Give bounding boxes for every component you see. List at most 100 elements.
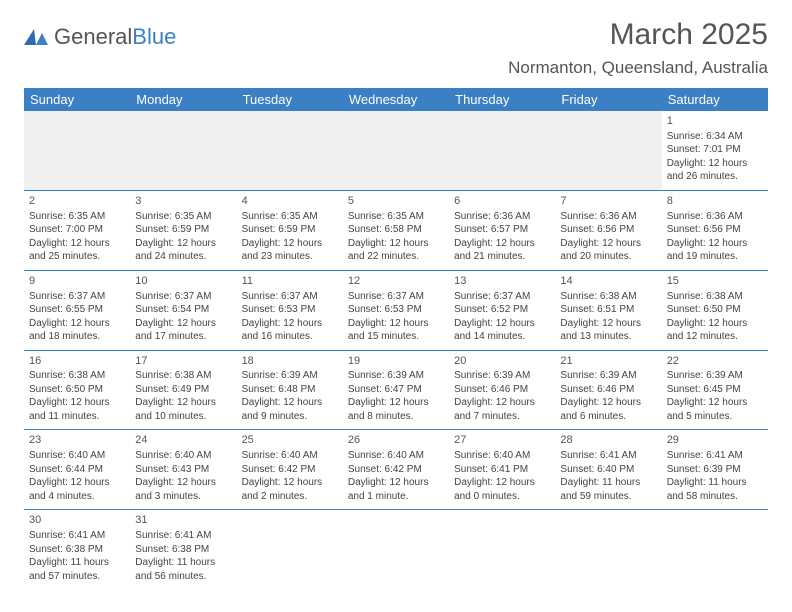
day-cell [130,111,236,190]
day-number: 2 [29,194,125,209]
cell-line: Sunset: 6:39 PM [667,463,763,477]
cell-line: and 8 minutes. [348,410,444,424]
cell-line: and 23 minutes. [242,250,338,264]
day-number: 4 [242,194,338,209]
cell-line: Sunrise: 6:34 AM [667,130,763,144]
cell-line: and 57 minutes. [29,570,125,584]
day-number: 11 [242,274,338,289]
day-cell: 5Sunrise: 6:35 AMSunset: 6:58 PMDaylight… [343,190,449,270]
day-number: 1 [667,114,763,129]
day-cell: 13Sunrise: 6:37 AMSunset: 6:52 PMDayligh… [449,270,555,350]
cell-line: and 10 minutes. [135,410,231,424]
day-number: 30 [29,513,125,528]
cell-line: Sunset: 6:44 PM [29,463,125,477]
week-row: 23Sunrise: 6:40 AMSunset: 6:44 PMDayligh… [24,430,768,510]
cell-line: Sunrise: 6:41 AM [29,529,125,543]
cell-line: Sunrise: 6:39 AM [242,369,338,383]
day-number: 23 [29,433,125,448]
cell-line: Sunrise: 6:40 AM [135,449,231,463]
cell-line: and 11 minutes. [29,410,125,424]
day-cell [449,111,555,190]
day-number: 29 [667,433,763,448]
day-cell [237,111,343,190]
cell-line: and 24 minutes. [135,250,231,264]
cell-line: Sunrise: 6:35 AM [135,210,231,224]
cell-line: Sunset: 6:47 PM [348,383,444,397]
cell-line: Sunset: 6:40 PM [560,463,656,477]
cell-line: Daylight: 12 hours [242,237,338,251]
day-cell: 2Sunrise: 6:35 AMSunset: 7:00 PMDaylight… [24,190,130,270]
cell-line: Daylight: 12 hours [29,476,125,490]
cell-line: Sunset: 6:52 PM [454,303,550,317]
cell-line: Sunset: 6:59 PM [135,223,231,237]
day-cell: 24Sunrise: 6:40 AMSunset: 6:43 PMDayligh… [130,430,236,510]
cell-line: Sunrise: 6:41 AM [667,449,763,463]
cell-line: Sunset: 6:42 PM [242,463,338,477]
week-row: 16Sunrise: 6:38 AMSunset: 6:50 PMDayligh… [24,350,768,430]
day-cell [237,510,343,589]
logo-icon [24,27,50,47]
cell-line: Daylight: 12 hours [348,476,444,490]
day-header: Thursday [449,88,555,111]
cell-line: Sunrise: 6:37 AM [454,290,550,304]
day-cell: 14Sunrise: 6:38 AMSunset: 6:51 PMDayligh… [555,270,661,350]
day-cell: 1Sunrise: 6:34 AMSunset: 7:01 PMDaylight… [662,111,768,190]
cell-line: Sunrise: 6:37 AM [348,290,444,304]
cell-line: Sunrise: 6:40 AM [348,449,444,463]
cell-line: Sunrise: 6:37 AM [29,290,125,304]
page-title: March 2025 [508,18,768,52]
cell-line: Sunset: 6:46 PM [560,383,656,397]
day-number: 24 [135,433,231,448]
cell-line: Daylight: 12 hours [29,317,125,331]
cell-line: Sunrise: 6:35 AM [29,210,125,224]
day-number: 7 [560,194,656,209]
day-cell: 18Sunrise: 6:39 AMSunset: 6:48 PMDayligh… [237,350,343,430]
day-number: 16 [29,354,125,369]
cell-line: Sunrise: 6:39 AM [348,369,444,383]
logo: GeneralBlue [24,24,176,50]
day-header: Tuesday [237,88,343,111]
cell-line: Daylight: 12 hours [560,396,656,410]
day-number: 31 [135,513,231,528]
day-cell: 4Sunrise: 6:35 AMSunset: 6:59 PMDaylight… [237,190,343,270]
cell-line: and 1 minute. [348,490,444,504]
cell-line: Sunset: 6:53 PM [348,303,444,317]
cell-line: Sunrise: 6:38 AM [560,290,656,304]
cell-line: Daylight: 12 hours [348,237,444,251]
cell-line: and 13 minutes. [560,330,656,344]
day-number: 26 [348,433,444,448]
location: Normanton, Queensland, Australia [508,58,768,78]
cell-line: and 4 minutes. [29,490,125,504]
cell-line: Sunset: 6:38 PM [135,543,231,557]
day-header: Sunday [24,88,130,111]
cell-line: Sunset: 6:56 PM [560,223,656,237]
day-header: Friday [555,88,661,111]
cell-line: and 5 minutes. [667,410,763,424]
cell-line: Daylight: 11 hours [667,476,763,490]
cell-line: Sunrise: 6:39 AM [560,369,656,383]
cell-line: Daylight: 12 hours [135,476,231,490]
day-cell: 31Sunrise: 6:41 AMSunset: 6:38 PMDayligh… [130,510,236,589]
cell-line: Daylight: 12 hours [242,476,338,490]
cell-line: and 6 minutes. [560,410,656,424]
day-number: 12 [348,274,444,289]
cell-line: Sunset: 6:56 PM [667,223,763,237]
day-cell [555,510,661,589]
cell-line: and 19 minutes. [667,250,763,264]
cell-line: Daylight: 12 hours [242,396,338,410]
cell-line: Sunset: 6:41 PM [454,463,550,477]
day-number: 3 [135,194,231,209]
cell-line: Daylight: 12 hours [135,237,231,251]
cell-line: Sunrise: 6:36 AM [560,210,656,224]
cell-line: Sunset: 7:00 PM [29,223,125,237]
day-number: 9 [29,274,125,289]
calendar: Sunday Monday Tuesday Wednesday Thursday… [24,88,768,589]
cell-line: and 0 minutes. [454,490,550,504]
day-cell: 15Sunrise: 6:38 AMSunset: 6:50 PMDayligh… [662,270,768,350]
week-row: 9Sunrise: 6:37 AMSunset: 6:55 PMDaylight… [24,270,768,350]
day-cell [24,111,130,190]
cell-line: Sunrise: 6:40 AM [29,449,125,463]
cell-line: and 59 minutes. [560,490,656,504]
cell-line: Sunrise: 6:35 AM [348,210,444,224]
cell-line: Daylight: 12 hours [454,476,550,490]
